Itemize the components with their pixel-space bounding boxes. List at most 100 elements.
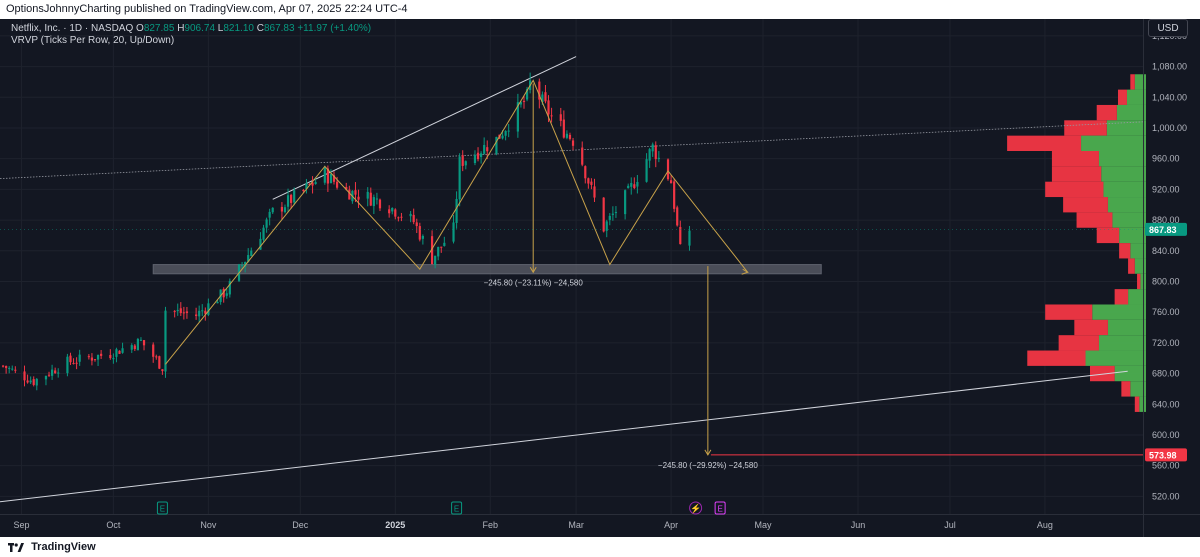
volume-profile-down-bar — [1045, 181, 1104, 198]
price-axis-tick-label: 1,040.00 — [1152, 92, 1187, 102]
candle-body-up — [636, 181, 639, 187]
event-marker-label: E — [160, 505, 165, 514]
candle-body-up — [464, 161, 467, 166]
candle-body-up — [314, 182, 317, 185]
volume-profile-down-bar — [1027, 350, 1086, 366]
volume-profile-up-bar — [1130, 381, 1146, 397]
volume-profile-down-bar — [1121, 381, 1131, 397]
close-label: C — [256, 23, 264, 34]
candle-body-down — [222, 288, 225, 298]
candle-body-up — [443, 242, 446, 246]
candle-body-down — [195, 314, 198, 316]
volume-profile-up-bar — [1114, 365, 1146, 382]
candle-body-up — [611, 213, 614, 215]
candle-body-up — [247, 255, 250, 262]
candle-body-down — [676, 207, 679, 226]
volume-profile-down-bar — [1064, 120, 1107, 136]
price-axis-tick-label: 840.00 — [1152, 246, 1180, 256]
candle-body-down — [679, 227, 682, 245]
time-axis-tick-label: Aug — [1037, 520, 1053, 530]
low-label: L — [217, 23, 224, 34]
volume-profile-up-bar — [1126, 89, 1146, 105]
volume-profile-up-bar — [1092, 304, 1146, 320]
candle-body-down — [593, 186, 596, 198]
symbol-name[interactable]: Netflix, Inc. · 1D · NASDAQ — [11, 23, 134, 34]
candle-body-up — [57, 372, 60, 374]
dividend-split-event-marker — [689, 501, 703, 515]
candle-body-up — [452, 222, 455, 242]
volume-profile-up-bar — [1085, 350, 1146, 366]
candle-body-down — [72, 363, 75, 365]
target-price-tag: 573.98 — [1149, 450, 1177, 460]
indicator-label[interactable]: VRVP (Ticks Per Row, 20, Up/Down) — [11, 35, 175, 46]
price-axis-tick-label: 640.00 — [1152, 399, 1180, 409]
earnings-event-marker — [156, 501, 168, 515]
candle-body-up — [115, 349, 118, 357]
candle-body-up — [648, 149, 651, 161]
publisher-text: OptionsJohnnyCharting published on Tradi… — [6, 3, 408, 15]
volume-profile-up-bar — [1107, 197, 1146, 213]
volume-profile-down-bar — [1051, 166, 1102, 182]
trend-lines — [0, 56, 1144, 503]
time-axis-tick-label: Dec — [292, 520, 309, 530]
candle-body-down — [23, 371, 26, 381]
candle-body-up — [176, 309, 179, 312]
candle-body-up — [657, 157, 660, 160]
price-axis-tick-label: 1,080.00 — [1152, 62, 1187, 72]
volume-profile-up-bar — [1106, 120, 1146, 136]
candle-body-down — [302, 189, 305, 191]
candle-body-up — [29, 380, 32, 383]
candle-body-down — [430, 236, 434, 265]
candle-body-up — [458, 156, 461, 200]
candle-body-up — [50, 369, 54, 376]
candle-body-down — [602, 197, 605, 232]
volume-profile-down-bar — [1074, 319, 1108, 336]
support-zone-box — [152, 264, 822, 275]
price-axis-tick-label: 720.00 — [1152, 338, 1180, 348]
candle-body-down — [158, 356, 161, 369]
currency-button[interactable]: USD — [1148, 19, 1188, 37]
volume-profile-up-bar — [1103, 181, 1146, 198]
candle-body-up — [44, 375, 48, 380]
volume-profile-down-bar — [1130, 74, 1135, 90]
candle-body-up — [473, 154, 477, 164]
candle-body-down — [90, 357, 94, 361]
time-axis-tick-label: May — [755, 520, 773, 530]
footer-brand: TradingView — [31, 541, 96, 554]
price-chart[interactable]: −245.80 (−23.11%) −24,580 −245.80 (−29.92… — [0, 19, 1200, 537]
price-axis-tick-label: 560.00 — [1152, 461, 1180, 471]
candle-body-up — [66, 356, 69, 374]
tradingview-logo-icon — [8, 542, 24, 552]
candle-body-down — [100, 353, 103, 356]
time-axis-tick-label: Apr — [664, 520, 678, 530]
candle-body-up — [479, 153, 483, 158]
candle-body-up — [645, 159, 648, 182]
candle-body-up — [519, 102, 523, 105]
head-and-shoulders-zigzag — [165, 79, 749, 365]
candle-body-down — [185, 311, 189, 314]
candle-body-up — [375, 198, 379, 200]
candle-body-down — [669, 180, 673, 184]
candle-body-up — [323, 167, 326, 183]
time-axis-tick-label: Sep — [13, 520, 29, 530]
earnings-event-marker — [451, 501, 463, 515]
candle-body-up — [329, 173, 333, 184]
chart-background — [0, 19, 1200, 537]
candle-body-up — [437, 246, 440, 257]
candle-body-up — [139, 339, 143, 341]
candle-body-down — [54, 370, 57, 374]
earnings-event-marker — [714, 501, 726, 515]
candle-body-up — [605, 221, 608, 231]
candle-body-up — [516, 102, 519, 132]
candle-body-down — [26, 380, 29, 383]
candle-body-up — [130, 345, 133, 350]
candle-body-down — [415, 222, 418, 227]
volume-profile-up-bar — [1134, 74, 1146, 90]
volume-profile-down-bar — [1090, 365, 1115, 382]
candle-body-up — [504, 130, 507, 136]
volume-profile-down-bar — [1051, 151, 1099, 167]
candle-body-down — [584, 166, 587, 179]
candle-body-up — [541, 94, 544, 102]
price-axis-tick-label: 880.00 — [1152, 215, 1180, 225]
lower-channel-trendline — [0, 370, 1128, 503]
